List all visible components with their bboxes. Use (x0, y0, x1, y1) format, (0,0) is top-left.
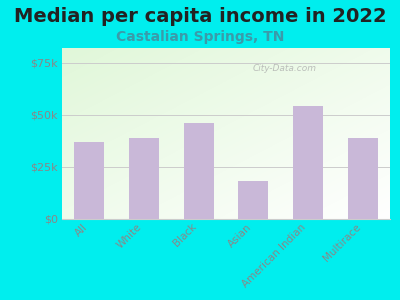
Bar (184, 123, 214, 219)
Text: Median per capita income in 2022: Median per capita income in 2022 (14, 8, 386, 26)
Bar (74, 142, 104, 219)
Text: City-Data.com: City-Data.com (253, 64, 317, 73)
Bar (293, 106, 323, 219)
Text: Castalian Springs, TN: Castalian Springs, TN (116, 30, 284, 44)
Bar (238, 182, 268, 219)
Bar (348, 138, 378, 219)
Bar (129, 138, 159, 219)
